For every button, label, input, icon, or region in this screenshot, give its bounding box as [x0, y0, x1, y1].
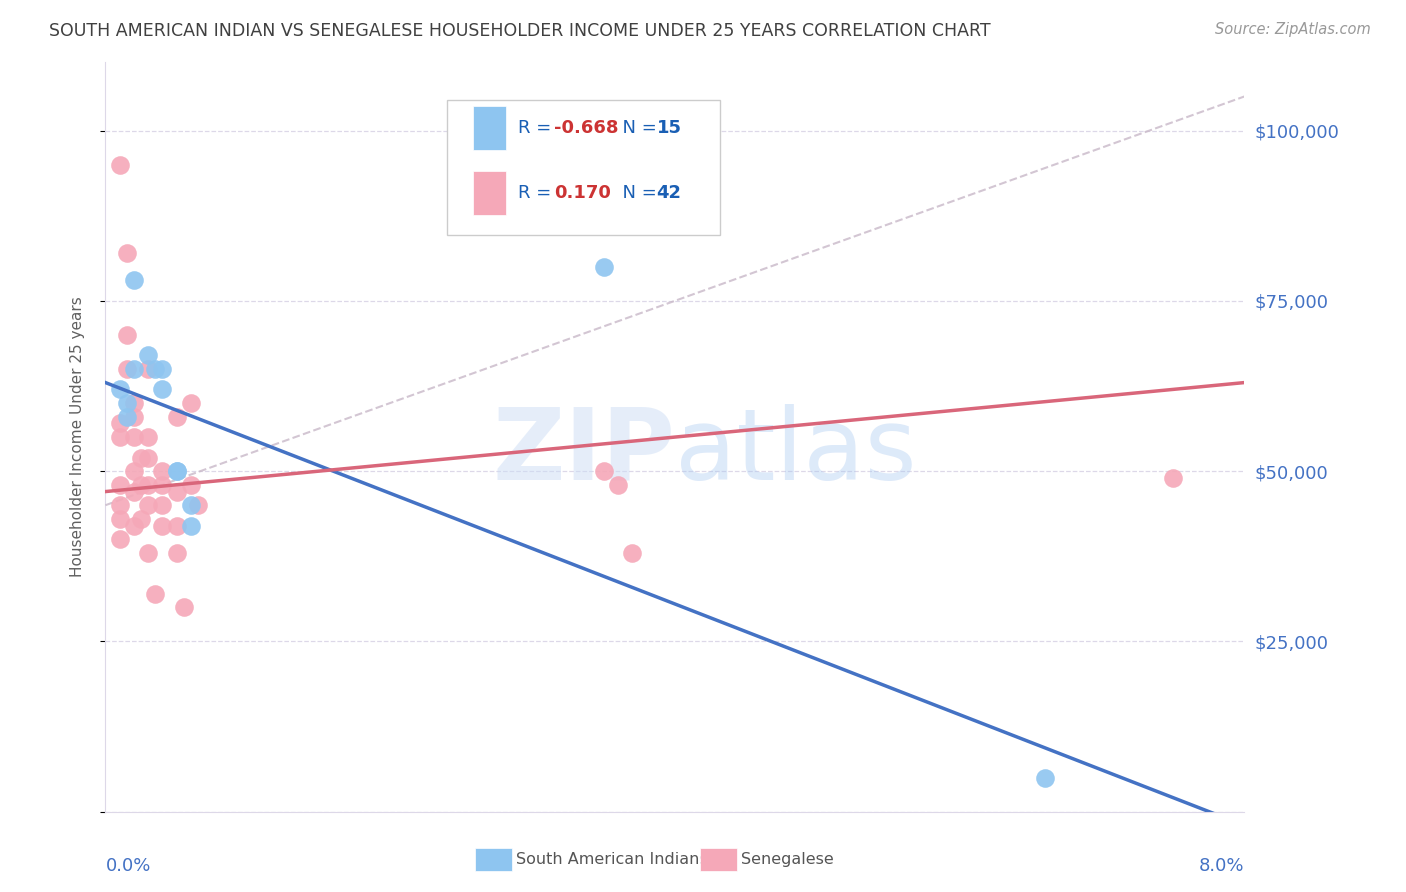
Point [129, 450, 152, 465]
Point [115, 396, 138, 410]
Point [152, 464, 174, 478]
Point [152, 362, 174, 376]
Point [152, 477, 174, 491]
Point [115, 362, 138, 376]
Point [108, 498, 131, 512]
Point [136, 430, 159, 444]
Point [122, 484, 145, 499]
Point [166, 518, 188, 533]
Point [166, 409, 188, 424]
Point [108, 158, 131, 172]
Point [115, 246, 138, 260]
Point [108, 383, 131, 397]
FancyBboxPatch shape [474, 171, 506, 215]
Point [173, 600, 195, 615]
Text: 15: 15 [657, 119, 682, 137]
Point [166, 546, 188, 560]
Text: 0.170: 0.170 [554, 184, 612, 202]
Text: ZIP: ZIP [492, 403, 675, 500]
Point [122, 273, 145, 287]
Point [180, 498, 202, 512]
Point [166, 484, 188, 499]
FancyBboxPatch shape [447, 100, 720, 235]
Point [592, 260, 614, 274]
Point [187, 498, 209, 512]
Point [108, 533, 131, 547]
Point [592, 464, 614, 478]
Text: South American Indians: South American Indians [516, 853, 707, 867]
Point [122, 362, 145, 376]
Text: N =: N = [612, 184, 662, 202]
Point [606, 477, 628, 491]
Point [166, 464, 188, 478]
Point [122, 464, 145, 478]
Point [180, 396, 202, 410]
Point [136, 348, 159, 362]
Point [143, 587, 166, 601]
Point [115, 327, 138, 342]
Text: -0.668: -0.668 [554, 119, 619, 137]
Point [136, 498, 159, 512]
Point [136, 477, 159, 491]
Point [108, 477, 131, 491]
Text: N =: N = [612, 119, 662, 137]
Point [621, 546, 644, 560]
Text: R =: R = [517, 184, 557, 202]
Point [180, 518, 202, 533]
Point [122, 396, 145, 410]
Point [108, 430, 131, 444]
Point [1161, 471, 1184, 485]
Text: SOUTH AMERICAN INDIAN VS SENEGALESE HOUSEHOLDER INCOME UNDER 25 YEARS CORRELATIO: SOUTH AMERICAN INDIAN VS SENEGALESE HOUS… [49, 22, 991, 40]
Text: 42: 42 [657, 184, 682, 202]
Y-axis label: Householder Income Under 25 years: Householder Income Under 25 years [70, 297, 84, 577]
FancyBboxPatch shape [474, 106, 506, 150]
Point [108, 512, 131, 526]
Point [122, 430, 145, 444]
Point [136, 362, 159, 376]
Point [152, 498, 174, 512]
Point [122, 409, 145, 424]
Text: atlas: atlas [675, 403, 917, 500]
Point [152, 518, 174, 533]
Point [143, 362, 166, 376]
Text: Source: ZipAtlas.com: Source: ZipAtlas.com [1215, 22, 1371, 37]
Point [152, 383, 174, 397]
Point [108, 417, 131, 431]
Text: 8.0%: 8.0% [1199, 856, 1244, 875]
Point [129, 477, 152, 491]
Text: Senegalese: Senegalese [741, 853, 834, 867]
Point [180, 477, 202, 491]
Point [1033, 771, 1056, 785]
Point [129, 512, 152, 526]
Point [166, 464, 188, 478]
Text: 0.0%: 0.0% [105, 856, 150, 875]
Point [136, 546, 159, 560]
Point [115, 409, 138, 424]
Point [122, 518, 145, 533]
Text: R =: R = [517, 119, 557, 137]
Point [136, 450, 159, 465]
